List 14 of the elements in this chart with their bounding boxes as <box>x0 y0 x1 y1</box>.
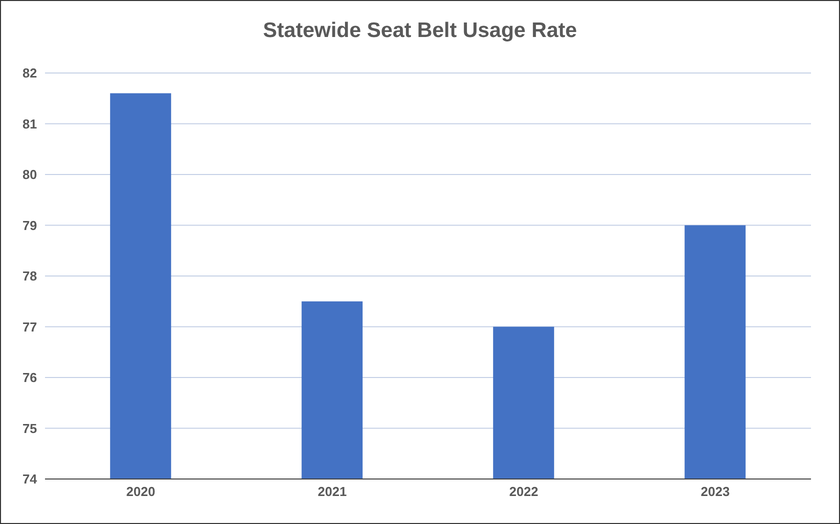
y-tick-label: 77 <box>22 319 37 334</box>
x-tick-label: 2023 <box>700 484 730 500</box>
y-tick-label: 79 <box>22 218 37 233</box>
y-tick-label: 74 <box>22 472 38 487</box>
y-tick-label: 80 <box>22 167 37 182</box>
chart-title: Statewide Seat Belt Usage Rate <box>262 19 578 43</box>
y-tick-label: 82 <box>22 66 37 81</box>
y-tick-label: 75 <box>22 420 37 436</box>
y-tick-label: 78 <box>22 268 37 284</box>
y-tick-label: 81 <box>22 116 37 132</box>
x-tick-label: 2022 <box>509 484 538 500</box>
y-tick-label: 76 <box>22 370 37 386</box>
x-tick-label: 2020 <box>126 484 156 500</box>
x-tick-label: 2021 <box>318 484 347 500</box>
